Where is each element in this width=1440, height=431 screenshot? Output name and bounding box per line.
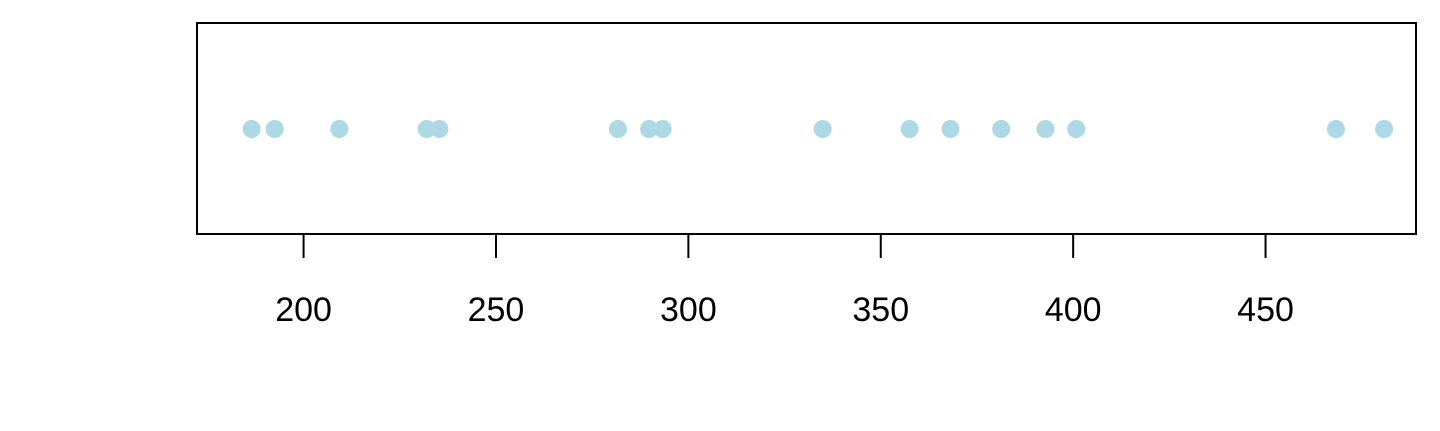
data-point xyxy=(640,120,659,138)
data-point xyxy=(1036,120,1055,138)
data-point xyxy=(330,120,349,138)
x-tick-label: 200 xyxy=(275,291,332,329)
data-point xyxy=(941,120,960,138)
x-tick-label: 250 xyxy=(468,291,525,329)
x-axis: 200 250 300 350 400 450 xyxy=(275,233,1294,329)
data-point xyxy=(430,120,449,138)
x-tick-label: 300 xyxy=(660,291,717,329)
data-point xyxy=(417,120,436,138)
x-tick-label: 350 xyxy=(852,291,909,329)
x-tick-label: 450 xyxy=(1237,291,1294,329)
x-tick-label: 400 xyxy=(1045,291,1102,329)
data-point xyxy=(900,120,919,138)
data-points xyxy=(242,120,1394,138)
data-point xyxy=(1326,120,1345,138)
data-point xyxy=(813,120,832,138)
plot-frame xyxy=(196,22,1417,235)
data-point xyxy=(608,120,627,138)
data-point xyxy=(653,120,672,138)
data-point xyxy=(242,120,261,138)
data-point xyxy=(1067,120,1086,138)
data-point xyxy=(1375,120,1394,138)
data-point xyxy=(265,120,284,138)
data-point xyxy=(992,120,1011,138)
